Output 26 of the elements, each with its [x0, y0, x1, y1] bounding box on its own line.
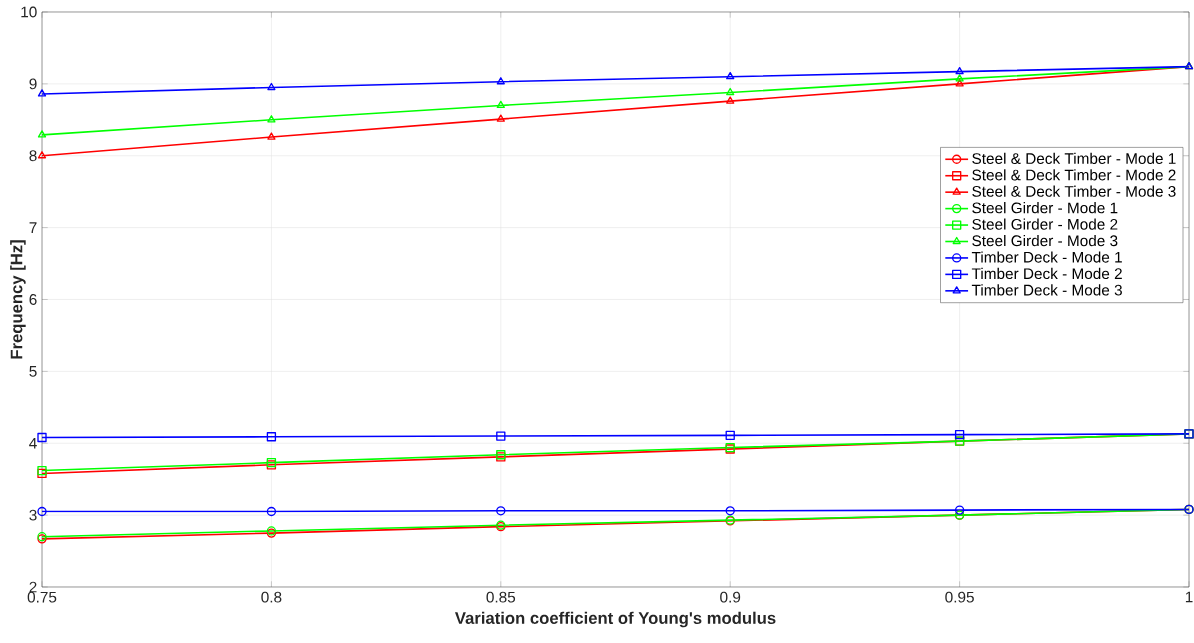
y-axis-title: Frequency [Hz] [10, 240, 26, 359]
legend-label: Steel & Deck Timber - Mode 1 [972, 152, 1176, 164]
y-tick-label: 2 [29, 581, 37, 593]
x-tick-label: 0.8 [261, 591, 282, 603]
y-tick-label: 3 [29, 509, 37, 521]
y-tick-label: 6 [29, 294, 37, 305]
legend-label: Steel Girder - Mode 1 [972, 202, 1118, 214]
legend-label: Timber Deck - Mode 3 [971, 284, 1122, 296]
y-tick-label: 8 [29, 150, 37, 162]
legend-label: Timber Deck - Mode 2 [971, 267, 1122, 280]
legend-label: Steel Girder - Mode 3 [972, 234, 1118, 247]
y-tick-label: 10 [21, 6, 37, 18]
x-tick-label: 1 [1185, 591, 1193, 603]
y-tick-label: 4 [29, 437, 37, 449]
y-tick-label: 7 [29, 222, 37, 233]
y-tick-label: 9 [29, 78, 37, 90]
y-tick-label: 5 [29, 366, 37, 377]
x-tick-label: 0.9 [720, 591, 741, 603]
legend-label: Steel Girder - Mode 2 [972, 218, 1118, 230]
x-tick-label: 0.75 [27, 591, 57, 603]
legend-label: Steel & Deck Timber - Mode 2 [972, 169, 1176, 181]
x-tick-label: 0.85 [486, 591, 516, 603]
x-axis-title: Variation coefficient of Young's modulus [454, 611, 776, 628]
legend-label: Timber Deck - Mode 1 [971, 251, 1122, 263]
legend-label: Steel & Deck Timber - Mode 3 [972, 185, 1176, 197]
x-tick-label: 0.95 [945, 591, 974, 603]
